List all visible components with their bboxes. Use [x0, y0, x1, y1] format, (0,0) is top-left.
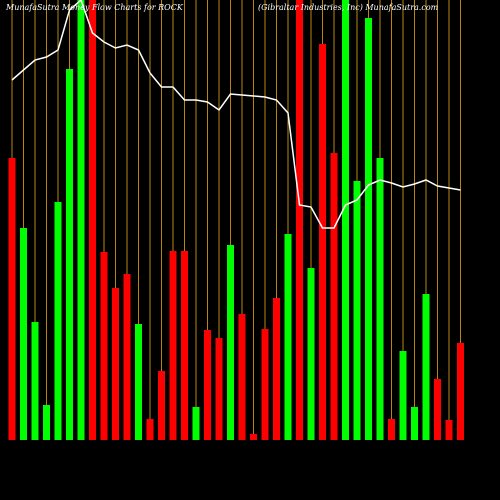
chart-subtitle: (Gibraltar Industries, Inc) MunafaSutra.… [258, 3, 439, 12]
bar [54, 202, 62, 440]
bar [319, 44, 326, 440]
bar [31, 322, 39, 440]
bar [112, 288, 119, 440]
bar [250, 434, 257, 440]
bar [342, 0, 349, 440]
bar [365, 18, 372, 440]
bar [227, 245, 234, 440]
chart-title: MunafaSutra Money Flow Charts for ROCK [5, 3, 184, 12]
bar [66, 69, 73, 440]
bar [43, 405, 50, 440]
bar [20, 228, 27, 440]
bar [457, 343, 464, 440]
bar [135, 324, 142, 440]
bar [353, 181, 361, 440]
bar [330, 153, 338, 440]
bar [100, 252, 108, 440]
bar [399, 351, 407, 440]
bar [158, 371, 165, 440]
bar [261, 329, 269, 440]
bar [411, 407, 418, 440]
bar [192, 407, 200, 440]
bar [445, 420, 453, 440]
bar [181, 251, 188, 440]
bar [146, 419, 154, 440]
bar [238, 314, 246, 440]
bar [388, 419, 395, 440]
bar [215, 338, 223, 440]
bar [204, 330, 211, 440]
bar [8, 158, 16, 440]
money-flow-line [11, 0, 461, 229]
bar [434, 379, 441, 440]
bar [284, 234, 292, 440]
bar [307, 268, 315, 440]
bar [123, 274, 131, 440]
bar [376, 158, 384, 440]
bar [273, 298, 280, 440]
bar [77, 0, 85, 440]
bar [89, 0, 96, 440]
bar [296, 0, 303, 440]
bar [169, 251, 177, 440]
bar [422, 294, 430, 440]
